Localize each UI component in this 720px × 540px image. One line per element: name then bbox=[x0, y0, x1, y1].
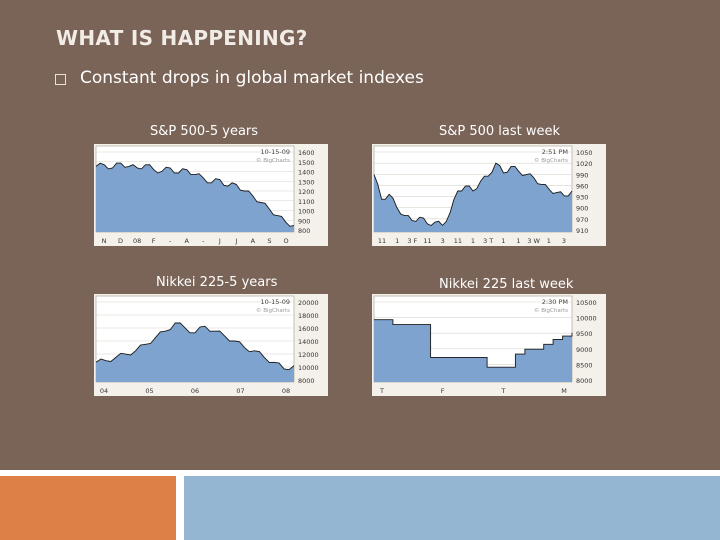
y-tick-label: 16000 bbox=[298, 325, 319, 333]
y-tick-label: 800 bbox=[298, 227, 310, 235]
y-tick-label: 910 bbox=[576, 227, 588, 235]
footer-bar-left bbox=[0, 476, 176, 540]
x-tick-label: 3 W bbox=[527, 237, 540, 245]
slide-background: WHAT IS HAPPENING? Constant drops in glo… bbox=[0, 0, 720, 470]
date-stamp: 10-15-09 bbox=[260, 298, 290, 306]
x-tick-label: F bbox=[441, 387, 445, 395]
x-tick-label: 1 bbox=[516, 237, 520, 245]
x-tick-label: 1 bbox=[501, 237, 505, 245]
y-tick-label: 9500 bbox=[576, 330, 593, 338]
x-tick-label: - bbox=[169, 237, 172, 245]
x-tick-label: 06 bbox=[191, 387, 199, 395]
date-stamp: 2:51 PM bbox=[542, 148, 568, 156]
chart-caption-nikkei-week: Nikkei 225 last week bbox=[439, 277, 574, 292]
x-tick-label: 11 bbox=[378, 237, 386, 245]
x-tick-label: M bbox=[561, 387, 567, 395]
price-area bbox=[374, 319, 572, 382]
watermark-text: © BigCharts bbox=[534, 157, 568, 164]
y-tick-label: 20000 bbox=[298, 299, 319, 307]
y-tick-label: 9000 bbox=[576, 346, 593, 354]
y-tick-label: 14000 bbox=[298, 338, 319, 346]
x-tick-label: 08 bbox=[282, 387, 290, 395]
chart-nikkei-week: 10500 10000 9500 9000 8500 8000 2:30 PM © BigCh… bbox=[372, 294, 606, 396]
y-tick-label: 8000 bbox=[576, 377, 593, 385]
bullet-text: Constant drops in global market indexes bbox=[80, 68, 424, 88]
x-tick-label: A bbox=[185, 237, 190, 245]
x-tick-label: J bbox=[218, 237, 221, 245]
watermark-text: © BigCharts bbox=[534, 307, 568, 314]
y-tick-label: 900 bbox=[298, 217, 310, 225]
y-tick-label: 1300 bbox=[298, 178, 315, 186]
date-stamp: 10-15-09 bbox=[260, 148, 290, 156]
x-tick-label: 1 bbox=[471, 237, 475, 245]
y-tick-label: 8000 bbox=[298, 377, 315, 385]
price-line bbox=[95, 162, 295, 227]
chart-caption-sp500-5y: S&P 500-5 years bbox=[150, 124, 259, 139]
x-tick-label: D bbox=[118, 237, 123, 245]
x-tick-label: S bbox=[267, 237, 271, 245]
x-tick-label: 04 bbox=[100, 387, 108, 395]
x-tick-label: 1 bbox=[395, 237, 399, 245]
chart-nikkei-5y: 20000 18000 16000 14000 12000 10000 8000 10-15-… bbox=[94, 294, 328, 396]
x-tick-label: F bbox=[152, 237, 156, 245]
x-tick-label: 3 bbox=[562, 237, 566, 245]
y-tick-label: 960 bbox=[576, 182, 588, 190]
y-tick-label: 1100 bbox=[298, 198, 315, 206]
x-tick-label: N bbox=[102, 237, 107, 245]
x-tick-label: 05 bbox=[145, 387, 153, 395]
price-line bbox=[374, 319, 573, 368]
y-tick-label: 1400 bbox=[298, 169, 315, 177]
y-tick-label: 1600 bbox=[298, 149, 315, 157]
footer-bar-right bbox=[184, 476, 720, 540]
y-tick-label: 10500 bbox=[576, 299, 597, 307]
y-tick-label: 900 bbox=[576, 205, 588, 213]
y-tick-label: 18000 bbox=[298, 312, 319, 320]
x-tick-label: 3 bbox=[441, 237, 445, 245]
y-tick-label: 10000 bbox=[576, 315, 597, 323]
x-tick-label: 1 bbox=[547, 237, 551, 245]
x-tick-label: 11 bbox=[454, 237, 462, 245]
x-tick-label: T bbox=[500, 387, 505, 395]
watermark-text: © BigCharts bbox=[256, 157, 290, 164]
chart-caption-nikkei-5y: Nikkei 225-5 years bbox=[156, 275, 278, 290]
price-line bbox=[95, 322, 295, 371]
x-tick-label: 08 bbox=[133, 237, 141, 245]
price-area bbox=[96, 163, 294, 232]
date-stamp: 2:30 PM bbox=[542, 298, 568, 306]
y-tick-label: 1020 bbox=[576, 160, 593, 168]
x-tick-label: 07 bbox=[236, 387, 244, 395]
x-tick-label: J bbox=[234, 237, 237, 245]
y-tick-label: 8500 bbox=[576, 361, 593, 369]
chart-caption-sp500-week: S&P 500 last week bbox=[439, 124, 561, 139]
x-tick-label: A bbox=[251, 237, 256, 245]
price-area bbox=[374, 163, 572, 232]
y-tick-label: 10000 bbox=[298, 364, 319, 372]
y-tick-label: 1200 bbox=[298, 188, 315, 196]
x-tick-label: 11 bbox=[423, 237, 431, 245]
y-tick-label: 1050 bbox=[576, 149, 593, 157]
price-line bbox=[373, 162, 573, 227]
x-tick-label: O bbox=[283, 237, 288, 245]
y-tick-label: 970 bbox=[576, 216, 588, 224]
y-tick-label: 1000 bbox=[298, 208, 315, 216]
watermark-text: © BigCharts bbox=[256, 307, 290, 314]
slide-title: WHAT IS HAPPENING? bbox=[56, 26, 308, 50]
y-tick-label: 930 bbox=[576, 194, 588, 202]
x-tick-label: - bbox=[202, 237, 205, 245]
chart-sp500-5y: 1600 1500 1400 1300 1200 1100 1000 900 800 10-15-… bbox=[94, 144, 328, 246]
x-tick-label: 3 F bbox=[407, 237, 417, 245]
y-tick-label: 12000 bbox=[298, 351, 319, 359]
bullet-square-icon bbox=[55, 74, 66, 85]
chart-sp500-week: 1050 1020 990 960 930 900 970 910 2:51 PM © BigCh… bbox=[372, 144, 606, 246]
x-tick-label: 3 T bbox=[483, 237, 493, 245]
y-tick-label: 1500 bbox=[298, 159, 315, 167]
price-area bbox=[96, 322, 294, 382]
y-tick-label: 990 bbox=[576, 171, 588, 179]
x-tick-label: T bbox=[379, 387, 384, 395]
